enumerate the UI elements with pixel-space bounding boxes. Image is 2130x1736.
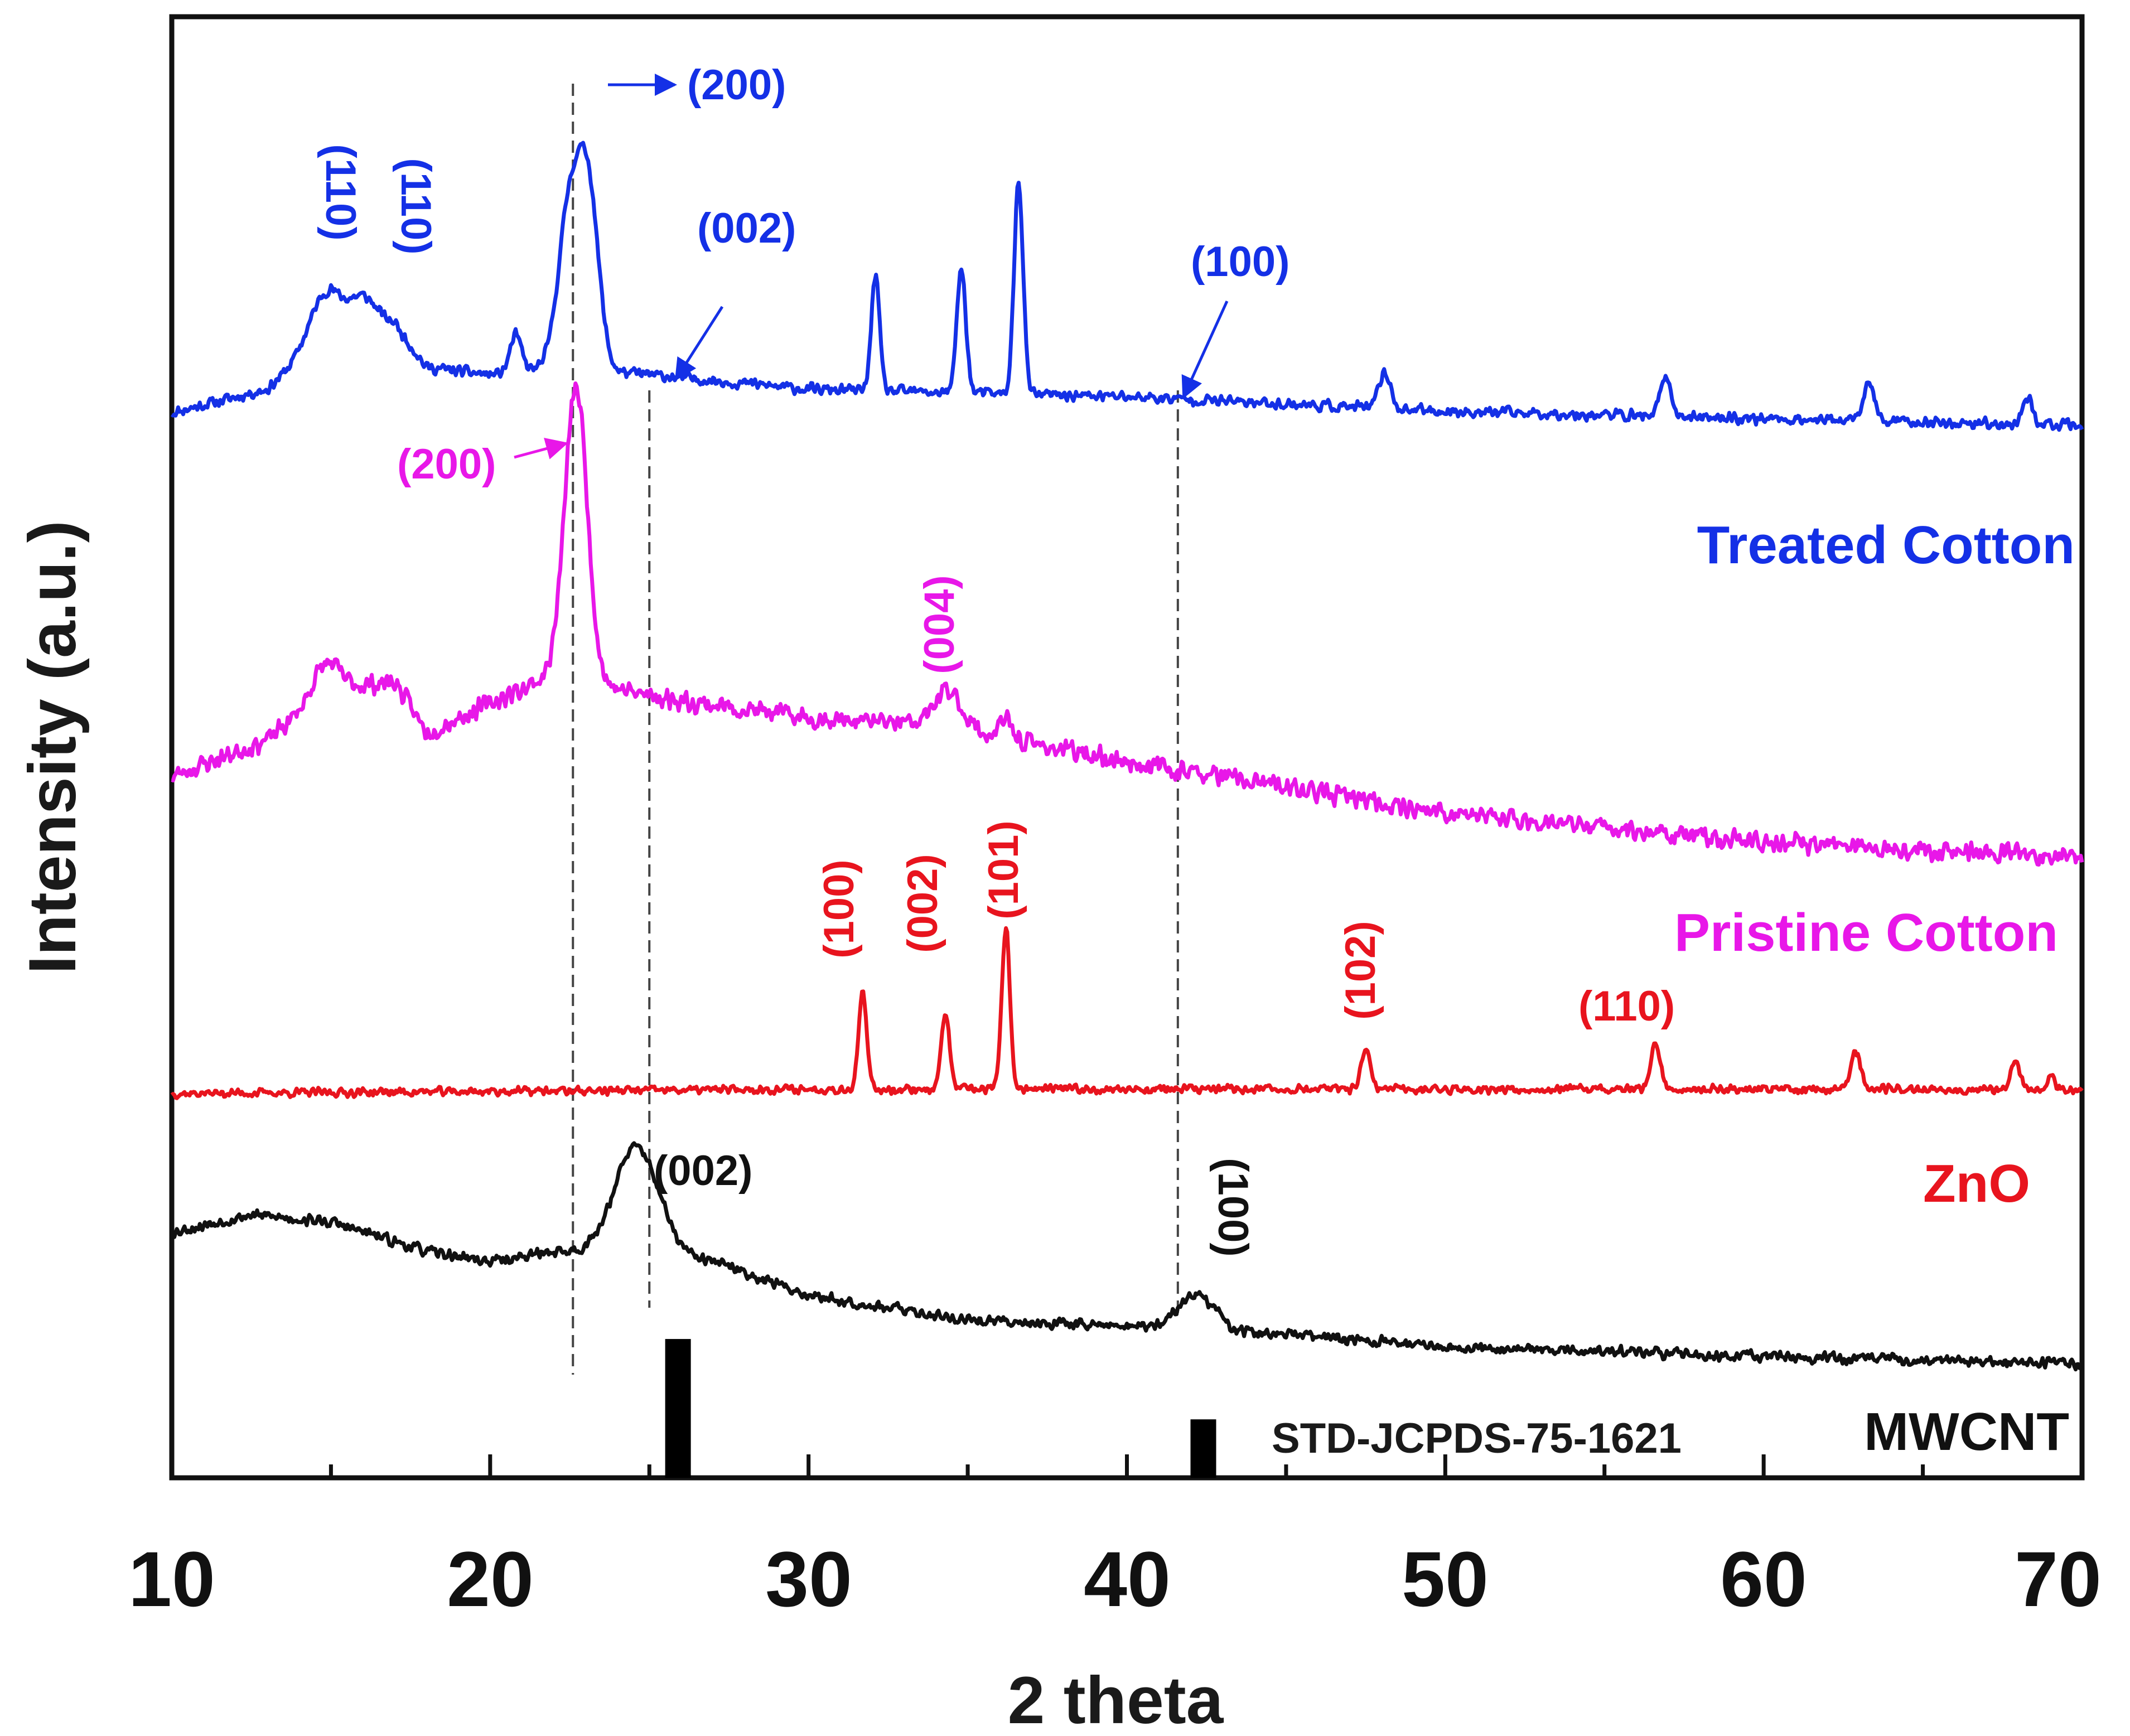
reference-bar [665,1339,691,1478]
x-axis-ticks [170,1454,2084,1478]
series-line-pristine-cotton [171,381,2084,867]
x-tick-label: 70 [2015,1535,2102,1623]
x-tick-label: 50 [1402,1535,1489,1623]
peak-label: (110) [1578,983,1675,1030]
x-tick-label: 60 [1720,1535,1807,1623]
annotation-arrow [514,438,568,460]
peak-label: (002) [654,1147,752,1195]
peak-label: (110) [317,144,364,240]
curve-label-pristine-cotton: Pristine Cotton [1674,903,2058,963]
y-axis-title: Intensity (a.u.) [15,520,90,974]
reference-label: STD-JCPDS-75-1621 [1272,1415,1682,1462]
peak-label: (110) [392,158,439,254]
peak-label: (002) [697,205,796,252]
annotation-arrow [1181,300,1229,399]
peak-label: (100) [815,859,863,958]
peak-label: (101) [980,820,1027,919]
curve-label-treated-cotton: Treated Cotton [1697,515,2075,575]
peak-label: (002) [899,854,946,952]
x-tick-labels: 10 20 30 40 50 60 70 [128,1535,2102,1623]
peak-label: (200) [687,61,786,109]
dashed-guide-lines [572,84,1179,1375]
peak-label: (100) [1209,1158,1257,1256]
peak-label: (100) [1191,238,1289,286]
curve-label-zno: ZnO [1923,1154,2030,1213]
reference-bars [665,1339,1216,1478]
x-tick-label: 40 [1084,1535,1171,1623]
peak-label: (004) [916,575,963,674]
series-curves [170,141,2084,1372]
curve-label-mwcnt: MWCNT [1864,1402,2069,1462]
peak-label: (200) [397,441,496,488]
series-line-treated-cotton [170,141,2084,432]
peak-label: (102) [1337,921,1384,1019]
annotation-arrow [674,306,724,381]
series-line-mwcnt [170,1141,2083,1372]
x-tick-label: 10 [128,1535,215,1623]
x-tick-label: 20 [447,1535,534,1623]
reference-bar [1190,1419,1216,1478]
x-tick-label: 30 [765,1535,852,1623]
x-axis-title: 2 theta [1008,1663,1224,1736]
series-line-zno [170,926,2084,1100]
